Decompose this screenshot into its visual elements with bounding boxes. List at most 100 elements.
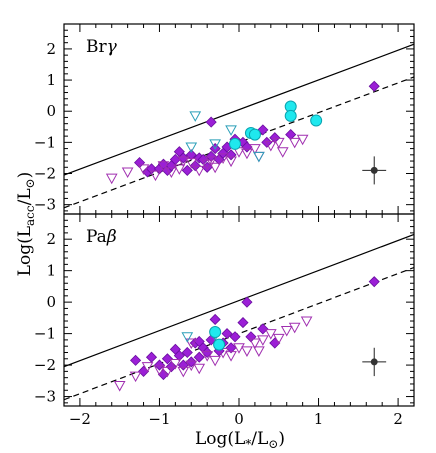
x-tick-label: 1 [314, 410, 324, 428]
y-tick-label: 1 [46, 71, 56, 89]
point-circle [213, 338, 226, 351]
point-triangle [241, 148, 253, 160]
point-triangle [241, 346, 253, 357]
error-bar-center [370, 166, 378, 174]
point-diamond [185, 149, 197, 161]
relation-lines [64, 233, 414, 401]
point-triangle-cyan [253, 151, 265, 163]
point-diamond [241, 296, 253, 308]
point-diamond [225, 342, 237, 354]
point-diamond [130, 354, 142, 366]
y-axis-label-sub: acc [23, 205, 37, 226]
point-triangle [177, 366, 190, 378]
y-axis-label: Log(Lacc/L⊙) [15, 172, 37, 277]
point-triangle [288, 322, 301, 334]
point-triangle [121, 167, 134, 178]
x-tick-label: 0 [234, 410, 244, 428]
point-triangle [129, 371, 142, 383]
y-tick-label: −1 [34, 133, 56, 151]
y-tick-label: 0 [46, 102, 56, 120]
point-diamond [145, 351, 158, 363]
panel-label-base: Br [86, 37, 107, 57]
x-axis-label-main: Log(L [195, 429, 245, 449]
point-triangle [280, 325, 293, 337]
point-triangle [201, 159, 214, 171]
y-tick-label: 2 [46, 40, 56, 58]
point-triangle [149, 170, 162, 182]
point-triangle [157, 161, 170, 172]
point-triangle-cyan [189, 111, 202, 122]
point-diamond [201, 346, 213, 359]
y-axis-label-end: ) [15, 172, 35, 179]
y-tick-label: −2 [34, 356, 56, 374]
x-tick-label: −1 [148, 410, 170, 428]
point-diamond [209, 313, 221, 326]
data-points [113, 276, 380, 392]
y-tick-label: 1 [46, 262, 56, 280]
point-triangle [193, 165, 206, 177]
point-triangle [272, 333, 285, 345]
panel-label-greek: γ [107, 37, 118, 57]
point-diamond [189, 160, 201, 172]
point-triangle-cyan [225, 125, 237, 136]
y-tick-label: −2 [34, 165, 56, 183]
relation-line-solid [64, 233, 414, 368]
y-axis-label-tail: /L [15, 188, 35, 205]
point-triangle [113, 381, 126, 392]
point-triangle [141, 362, 154, 373]
point-diamond [165, 361, 177, 373]
point-triangle [300, 316, 313, 328]
point-triangle [257, 335, 269, 346]
point-triangle [193, 363, 206, 375]
point-diamond [177, 152, 189, 164]
point-diamond [181, 346, 193, 359]
point-triangle [209, 162, 221, 174]
point-triangle [233, 343, 245, 354]
point-diamond [221, 328, 233, 340]
point-triangle [185, 360, 198, 372]
data-points [105, 80, 380, 185]
point-triangle [165, 167, 178, 178]
point-diamond [368, 80, 380, 92]
point-circle [229, 137, 242, 150]
ticks [63, 213, 415, 406]
y-tick-label: 0 [46, 293, 56, 311]
x-axis-label-sun: ⊙ [268, 437, 278, 451]
y-axis-label-main: Log(L [15, 226, 35, 276]
point-triangle [225, 351, 237, 362]
panel-pabeta: −3 −2 −1 0 1 2 −2 −1 0 1 2 Paβ [34, 213, 415, 428]
x-tick-label: −2 [69, 410, 91, 428]
y-tick-label: 2 [46, 230, 56, 248]
point-triangle [249, 338, 261, 350]
point-triangle [217, 153, 229, 164]
point-diamond [181, 164, 193, 176]
point-circle [310, 114, 323, 127]
point-triangle [225, 156, 237, 168]
point-triangle [105, 173, 118, 185]
point-triangle [185, 158, 198, 169]
relation-line-dashed [64, 266, 414, 401]
point-diamond [161, 353, 173, 365]
point-triangle [173, 164, 186, 175]
point-diamond [205, 116, 217, 128]
point-triangle [288, 137, 301, 149]
point-triangle [249, 144, 261, 155]
svg-text:Log(Lacc/L⊙): Log(Lacc/L⊙) [15, 172, 37, 277]
y-tick-label: −3 [34, 196, 56, 214]
ticks [63, 23, 415, 214]
point-triangle [296, 134, 309, 146]
point-circle [209, 326, 222, 339]
point-circle [284, 109, 297, 122]
x-axis-label-end: ) [278, 429, 285, 449]
point-triangle-cyan [209, 139, 221, 150]
error-bar [362, 156, 387, 185]
y-tick-label: −3 [34, 388, 56, 406]
x-tick-label: 2 [393, 410, 403, 428]
point-circle [248, 128, 261, 141]
point-triangle [276, 147, 289, 158]
point-diamond [257, 323, 269, 335]
panel-label-greek: β [106, 227, 117, 247]
point-diamond [229, 331, 241, 343]
point-triangle-cyan [181, 332, 194, 343]
